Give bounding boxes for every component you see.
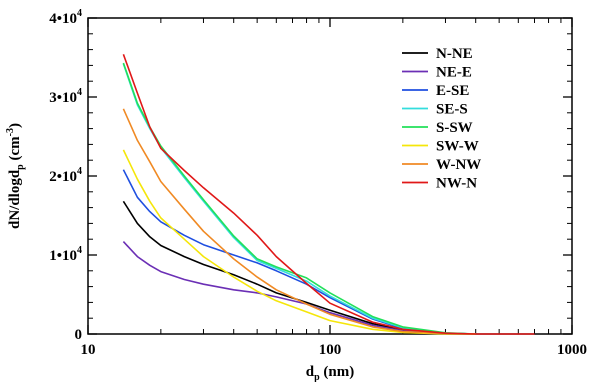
series-line-n-ne (122, 200, 476, 335)
y-tick-label: 0 (75, 327, 83, 343)
legend-label: E-SE (436, 83, 469, 99)
legend-label: W-NW (436, 157, 481, 173)
series-line-w-nw (122, 108, 476, 335)
legend-label: NW-N (436, 176, 477, 192)
series-line-ne-e (122, 241, 476, 335)
legend-label: N-NE (436, 46, 473, 62)
series-line-sw-w (122, 149, 476, 335)
y-tick-label: 2•104 (49, 166, 82, 185)
y-tick-label: 3•104 (49, 87, 82, 106)
series-line-nw-n (122, 54, 535, 335)
x-tick-label: 100 (319, 342, 342, 358)
x-tick-label: 10 (81, 342, 96, 358)
axis-ticks: 10 100 1000 0 1•104 2•104 3•104 4•104 (49, 8, 587, 358)
legend-label: SW-W (436, 139, 479, 155)
plot-frame (87, 17, 573, 335)
legend: N-NE NE-E E-SE SE-S S-SW SW-W W-NW NW-N (402, 46, 481, 192)
x-tick-label: 1000 (557, 342, 587, 358)
legend-label: SE-S (436, 102, 468, 118)
x-axis-label: dp (nm) (306, 364, 354, 382)
y-axis-label: dN/dlogdp (cm-3) (5, 123, 26, 229)
legend-label: S-SW (436, 120, 473, 136)
y-tick-label: 4•104 (49, 8, 82, 27)
legend-label: NE-E (436, 65, 472, 81)
y-tick-label: 1•104 (49, 245, 82, 264)
series-group (122, 54, 535, 335)
